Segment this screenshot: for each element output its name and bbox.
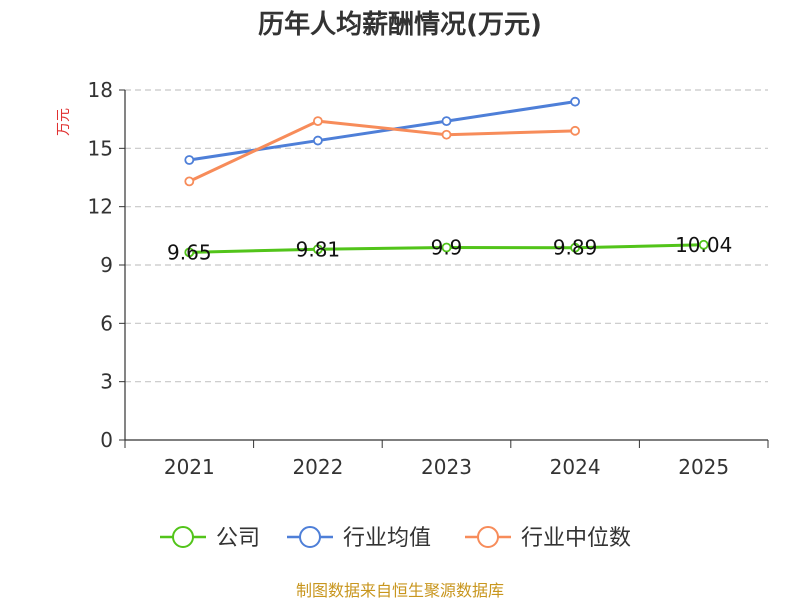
legend-label: 公司 [216,526,260,551]
data-point[interactable] [184,155,195,165]
y-tick-label: 9 [100,253,113,277]
chart-title: 历年人均薪酬情况(万元) [258,9,542,40]
data-point[interactable] [312,244,323,255]
legend-label: 行业中位数 [521,526,631,551]
data-labels: 9.65 9.81 9.9 9.89 10.04 [167,233,732,265]
data-point[interactable] [184,176,195,187]
data-point[interactable] [312,135,323,146]
data-label: 9.81 [296,237,341,261]
y-tick-label: 12 [88,195,113,219]
y-tick-label: 18 [88,78,113,102]
x-tick-label: 2022 [292,455,343,479]
y-tick-label: 6 [100,311,113,335]
legend-item[interactable]: 行业中位数 [465,526,631,551]
data-label: 9.89 [553,236,598,260]
data-point[interactable] [184,247,195,258]
legend-label: 行业均值 [343,526,431,551]
y-tick-label: 0 [100,428,113,452]
data-label: 10.04 [675,233,732,257]
series-lines [184,96,709,258]
legend-marker [477,526,499,548]
data-point[interactable] [441,129,452,140]
axes: 0 3 6 9 12 15 18 2021 2022 2023 2024 2025 [88,78,769,479]
y-tick-label: 3 [100,370,113,394]
series-line [189,100,576,162]
data-point[interactable] [570,125,580,136]
legend-marker [172,526,194,548]
data-point[interactable] [698,239,709,250]
data-point[interactable] [441,242,452,253]
x-tick-label: 2025 [678,455,729,479]
x-tick-label: 2023 [421,455,472,479]
series-line [188,119,576,183]
data-point[interactable] [570,96,580,107]
legend-item[interactable]: 公司 [160,526,260,551]
legend[interactable]: 公司 行业均值 行业中位数 [160,526,631,551]
legend-marker [299,526,321,548]
y-axis-label: 万元 [56,108,72,136]
data-point[interactable] [312,116,323,127]
data-label: 9.65 [167,240,212,264]
data-point[interactable] [570,242,580,253]
data-point[interactable] [441,116,452,127]
data-label: 9.9 [431,236,463,260]
legend-item[interactable]: 行业均值 [287,526,431,551]
x-tick-label: 2024 [550,455,601,479]
y-tick-label: 15 [88,136,113,160]
source-note: 制图数据来自恒生聚源数据库 [296,581,504,600]
grid-lines [125,89,768,383]
x-tick-label: 2021 [164,455,215,479]
